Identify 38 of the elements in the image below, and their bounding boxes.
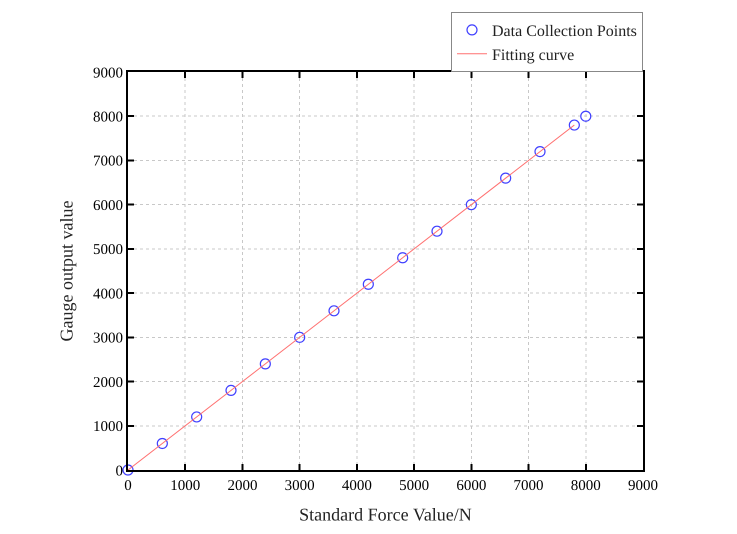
point xyxy=(260,358,271,370)
y-tick-label: 9000 xyxy=(93,65,123,82)
point xyxy=(294,332,306,343)
x-tick-label: 1000 xyxy=(170,478,200,494)
point xyxy=(580,110,592,122)
point xyxy=(156,438,168,450)
point xyxy=(225,384,237,396)
y-tick-label: 4000 xyxy=(93,286,123,302)
y-tick-label: 1000 xyxy=(93,419,123,436)
y-tick-label: 6000 xyxy=(93,198,123,214)
y-tick-label: 0 xyxy=(116,463,123,480)
legend-label: Data Collection Points xyxy=(492,23,637,40)
point xyxy=(397,252,408,264)
x-tick-label: 6000 xyxy=(456,478,486,494)
y-tick-label: 2000 xyxy=(93,374,123,391)
y-tick-label: 7000 xyxy=(93,154,123,170)
point xyxy=(362,278,374,290)
y-tick-label: 5000 xyxy=(93,242,123,258)
point xyxy=(534,146,546,158)
x-tick-label: 7000 xyxy=(514,478,544,494)
point xyxy=(568,119,580,131)
y-tick-label: 8000 xyxy=(93,109,123,126)
point xyxy=(191,411,202,423)
x-tick-label: 5000 xyxy=(399,478,430,494)
point xyxy=(500,172,512,184)
x-tick-label: 3000 xyxy=(284,478,315,494)
y-axis-title: Gauge output value xyxy=(56,200,77,342)
point xyxy=(122,464,134,476)
x-tick-label: 4000 xyxy=(342,478,372,494)
point xyxy=(431,226,443,237)
y-tick-label: 3000 xyxy=(93,330,123,347)
legend-label: Fitting curve xyxy=(492,46,574,64)
x-axis-title: Standard Force Value/N xyxy=(299,504,472,525)
x-tick-label: 8000 xyxy=(570,478,601,494)
x-tick-label: 9000 xyxy=(628,478,658,494)
point xyxy=(328,305,340,316)
point xyxy=(466,199,477,210)
x-tick-label: 2000 xyxy=(227,478,258,494)
